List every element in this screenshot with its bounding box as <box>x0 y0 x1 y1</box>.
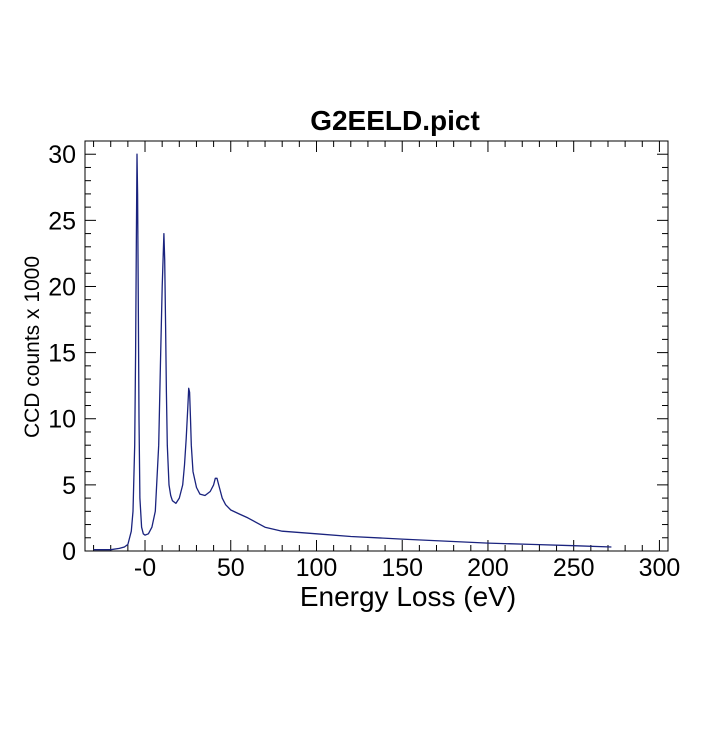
y-tick-label: 5 <box>62 472 76 500</box>
y-tick-label: 15 <box>48 340 76 368</box>
y-axis-label: CCD counts x 1000 <box>21 256 44 438</box>
x-tick-label: 200 <box>467 554 509 582</box>
x-axis-label: Energy Loss (eV) <box>300 581 516 612</box>
y-tick-label: 30 <box>48 141 76 169</box>
x-axis: -0 50 100 150 200 250 300 <box>93 141 681 582</box>
y-tick-label: 0 <box>62 538 76 566</box>
x-tick-label: 100 <box>296 554 338 582</box>
x-tick-label: -0 <box>134 554 156 582</box>
series-layer <box>93 153 612 551</box>
chart-title: G2EELD.pict <box>310 105 480 136</box>
x-tick-label: 50 <box>217 554 245 582</box>
y-axis: 0 5 10 15 20 25 30 <box>48 140 668 566</box>
x-tick-label: 150 <box>381 554 423 582</box>
y-tick-label: 20 <box>48 273 76 301</box>
plot-border <box>84 140 669 552</box>
series-line-1 <box>93 153 612 551</box>
x-tick-label: 300 <box>639 554 681 582</box>
y-tick-label: 25 <box>48 207 76 235</box>
y-tick-label: 10 <box>48 406 76 434</box>
plot-frame <box>84 140 669 552</box>
x-tick-label: 250 <box>553 554 595 582</box>
